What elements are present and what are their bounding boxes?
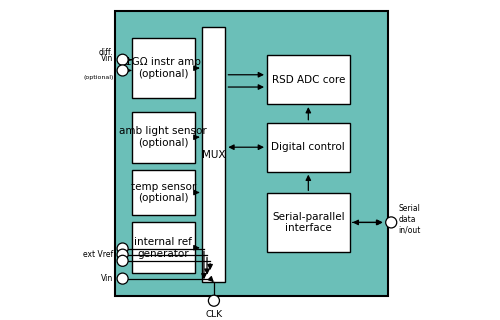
Circle shape [117,249,128,260]
Text: Digital control: Digital control [272,142,345,152]
Text: Vin: Vin [101,54,114,63]
Bar [132,38,194,98]
Circle shape [117,243,128,254]
Text: temp sensor
(optional): temp sensor (optional) [130,182,196,203]
Bar [267,55,350,104]
Text: Serial-parallel
interface: Serial-parallel interface [272,212,344,233]
Bar [132,170,194,215]
Text: diff.: diff. [99,48,114,57]
Text: MUX: MUX [202,150,226,160]
Circle shape [208,295,220,306]
Circle shape [117,65,128,76]
Text: internal ref
generator: internal ref generator [134,237,192,259]
Bar [132,112,194,163]
Text: (optional): (optional) [83,75,114,80]
Text: RSD ADC core: RSD ADC core [272,75,345,85]
Bar [267,193,350,252]
Bar [115,11,388,296]
Text: amb light sensor
(optional): amb light sensor (optional) [120,126,207,148]
Text: Vin: Vin [101,274,114,283]
Text: in/out: in/out [398,226,420,235]
Bar [267,123,350,172]
Circle shape [386,217,396,228]
Text: Serial: Serial [398,204,420,213]
Circle shape [117,54,128,65]
Text: ext Vref: ext Vref [83,250,114,259]
Circle shape [117,273,128,284]
Bar [202,28,226,282]
Circle shape [117,255,128,266]
Text: data: data [398,215,416,224]
Bar [132,222,194,273]
Text: 1GΩ instr amp
(optional): 1GΩ instr amp (optional) [126,57,201,79]
Text: CLK: CLK [206,310,222,319]
